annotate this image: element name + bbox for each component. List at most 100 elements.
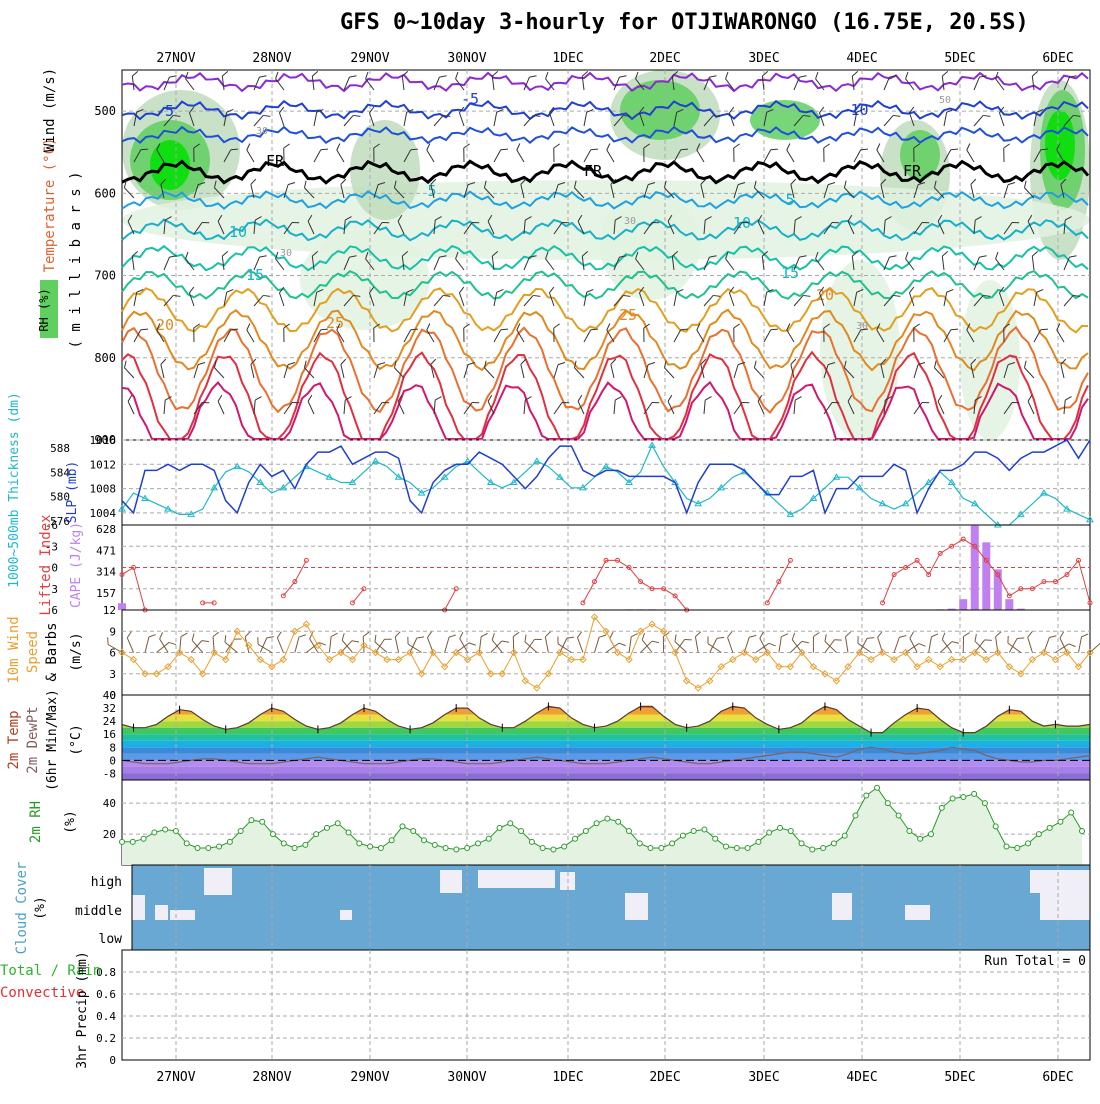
wind-barb-flag [472, 399, 479, 406]
wind-barb-flag [855, 636, 862, 643]
wind-barb-flag [1032, 71, 1038, 76]
wind-barb-flag [554, 144, 560, 148]
wind-barb-flag [263, 292, 270, 299]
wind-barb-shaft [254, 400, 255, 414]
wind-barb-shaft [434, 115, 443, 126]
temp-band [122, 773, 1090, 780]
isotherm-contour [122, 310, 1088, 370]
rh-marker [335, 821, 340, 826]
cape-tick-label: 471 [96, 544, 116, 557]
wind-barb [614, 396, 622, 414]
wind-barb-shaft [664, 368, 674, 378]
rh-marker [173, 829, 178, 834]
rh-marker [238, 829, 243, 834]
wind-barb-shaft [445, 637, 449, 652]
wind-barb-shaft [577, 637, 582, 652]
wind-barb-shaft [754, 368, 764, 378]
wind-barb-flag [1022, 181, 1029, 188]
wind-barb-flag [1004, 144, 1010, 148]
wind-barb [944, 288, 953, 307]
wind-barb-flag [852, 71, 858, 76]
wind-barb-flag [610, 359, 617, 364]
rh-shading [960, 280, 1020, 440]
wind-barb-shaft [728, 637, 733, 652]
wind-barb [335, 143, 349, 162]
wind-barb-shaft [629, 637, 631, 653]
wind-barb-flag [363, 632, 369, 636]
rh-marker [281, 841, 286, 846]
wind-barb [295, 633, 306, 654]
day-label-bottom: 6DEC [1042, 1070, 1073, 1085]
wind-barb-flag [222, 635, 229, 642]
wind-barb-flag [802, 639, 809, 646]
rh-marker [583, 829, 588, 834]
wind-barb-flag [501, 146, 508, 152]
rh-marker [152, 830, 157, 835]
wind-barb-shaft [260, 638, 267, 653]
wind-barb-flag [276, 632, 283, 638]
rh-marker [422, 838, 427, 843]
day-label-bottom: 28NOV [252, 1070, 291, 1085]
rh-marker [163, 827, 168, 832]
wind-barb-flag [426, 632, 433, 638]
wind-barb [132, 251, 140, 270]
wind-barb-flag [548, 287, 555, 293]
wind-barb [340, 633, 357, 652]
rh-marker [691, 829, 696, 834]
cloud-gap [204, 868, 232, 895]
wind-barb [974, 112, 990, 130]
rh-marker [605, 816, 610, 821]
wind-barb-shaft [427, 330, 434, 342]
millibars-axis-label: ( m i l l i b a r s ) [68, 171, 84, 348]
rh-tick-label: 40 [103, 797, 116, 810]
rh-marker [626, 829, 631, 834]
temp-tick-label: 24 [103, 715, 117, 728]
rh-marker [519, 829, 524, 834]
day-label-bottom: 30NOV [447, 1070, 486, 1085]
wind-axis-label-b: Speed [25, 631, 41, 673]
wind-barb-flag [947, 288, 954, 293]
wind-barb-shaft [734, 365, 738, 378]
cape-tick-label: 314 [96, 566, 116, 579]
wind-barb-shaft [124, 368, 134, 378]
wind-barb [855, 636, 875, 652]
wind-barb-shaft [191, 641, 202, 653]
rh-marker [831, 841, 836, 846]
wind-barb-flag [942, 71, 948, 76]
slp-tick-label: 1004 [90, 507, 117, 520]
wind-barb-flag [430, 359, 437, 364]
wind-barb-shaft [594, 637, 599, 652]
cape-bar [971, 525, 979, 610]
contour-label: 50 [939, 95, 951, 106]
temp-axis-label-b: 2m DewPt [25, 706, 41, 773]
rh-axis-label-text: RH (%) [37, 288, 51, 331]
wind-barb-flag [695, 632, 702, 637]
wind-barb [190, 633, 208, 652]
wind-barb-shaft [494, 330, 501, 342]
wind-barb-shaft [845, 637, 848, 653]
wind-barb-flag [952, 639, 959, 646]
wind-barb-shaft [434, 257, 439, 270]
wind-barb-flag [259, 73, 266, 79]
rh-marker [864, 793, 869, 798]
rh-marker [400, 824, 405, 829]
wind-barb [1078, 633, 1088, 654]
wind-barb [662, 361, 679, 378]
wind-barb-flag [769, 641, 776, 648]
slp-tick-label: 1012 [90, 458, 117, 471]
precip-panel-frame [122, 950, 1090, 1060]
wind-barb [520, 359, 530, 378]
lifted-index-line [283, 560, 306, 595]
wind-barb-flag [762, 71, 768, 76]
wind-barb-flag [453, 72, 460, 79]
day-label-top: 5DEC [944, 51, 975, 66]
day-label-top: 2DEC [649, 51, 680, 66]
wind-barb-flag [349, 73, 356, 79]
thickness-tick-label: 588 [50, 442, 70, 455]
temperature-axis-label: Temperature (°C) [42, 138, 58, 273]
wind-barb-flag [405, 637, 412, 644]
wind-barb-shaft [1064, 400, 1065, 414]
wind-axis-label-c: & Barbs [44, 622, 60, 681]
wind-barb-flag [576, 395, 583, 401]
